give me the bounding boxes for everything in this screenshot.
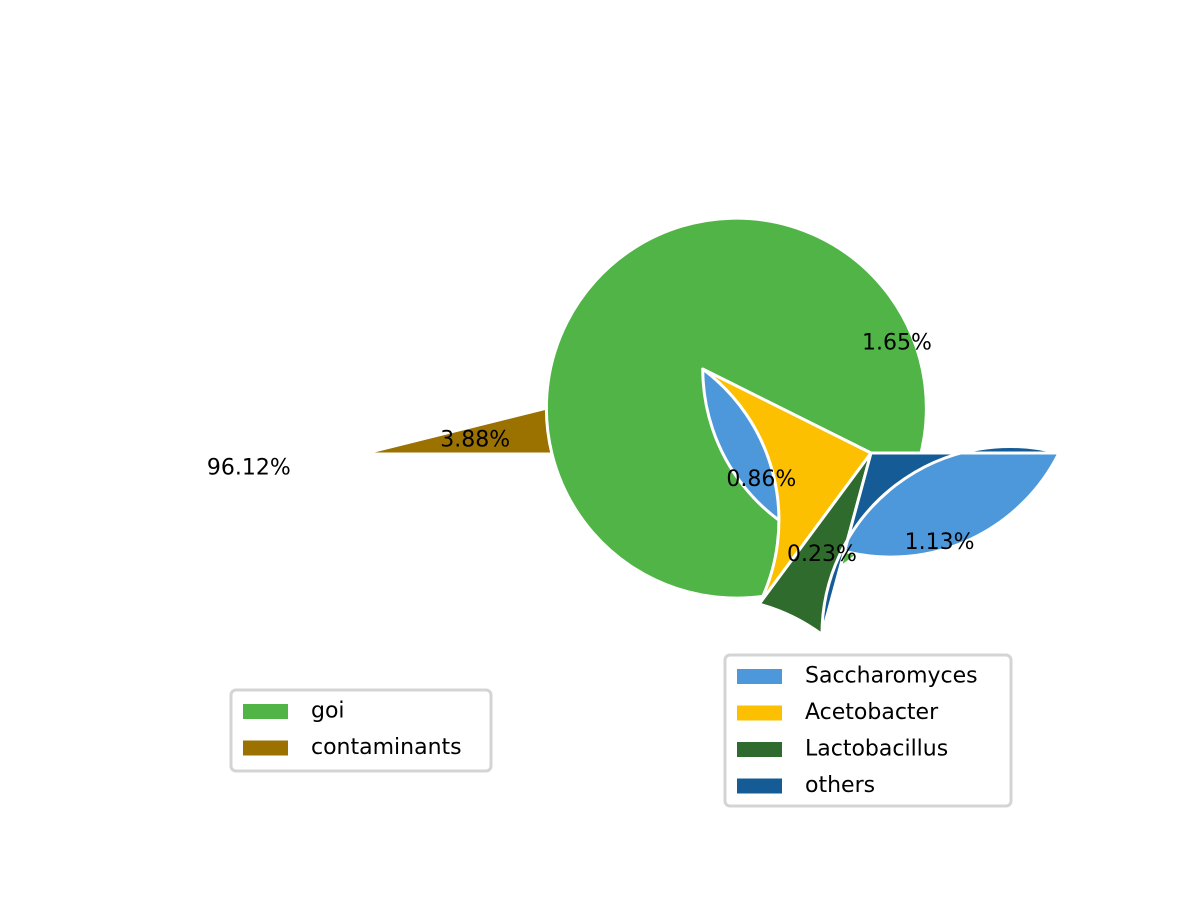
legend-label-lactobacillus: Lactobacillus (805, 737, 948, 762)
slice-percent-label-lactobacillus: 0.23% (787, 542, 857, 567)
slice-percent-label-acetobacter: 0.86% (726, 467, 796, 492)
left-pie-legend: goi contaminants (229, 688, 493, 773)
legend-label-saccharomyces: Saccharomyces (805, 664, 978, 689)
slice-percent-label-goi: 96.12% (207, 455, 291, 480)
legend-label-acetobacter: Acetobacter (805, 700, 939, 725)
legend-frame (229, 688, 493, 773)
legend-frame (723, 653, 1013, 808)
slice-percent-label-others: 1.13% (905, 530, 975, 555)
legend-label-goi: goi (311, 699, 345, 724)
legend-swatch-goi (243, 704, 288, 719)
pie-slice-contaminants (360, 406, 554, 456)
legend-swatch-lactobacillus (737, 742, 782, 757)
slice-percent-label-contaminants: 3.88% (440, 428, 510, 453)
legend-label-others: others (805, 773, 875, 798)
pie-slice-acetobacter (701, 367, 873, 606)
legend-swatch-others (737, 778, 782, 794)
right-pie-chart: 1.65% 0.86% 0.23% 1.13% (701, 331, 1061, 636)
slice-percent-label-saccharomyces: 1.65% (862, 331, 932, 356)
pie-slice-others (820, 445, 1061, 636)
legend-swatch-saccharomyces (737, 669, 782, 684)
legend-swatch-acetobacter (737, 705, 782, 721)
legend-label-contaminants: contaminants (311, 735, 462, 760)
right-pie-legend: Saccharomyces Acetobacter Lactobacillus oth… (723, 653, 1013, 808)
legend-swatch-contaminants (243, 740, 288, 756)
